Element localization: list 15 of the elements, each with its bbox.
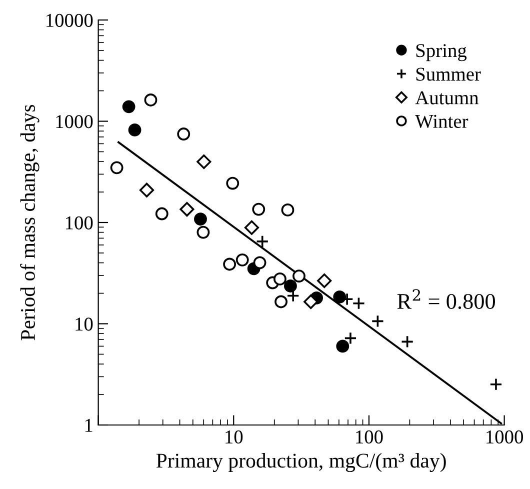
annotation: R$^{2}$ = 0.800 [397,289,496,310]
x-axis-title: Primary production, mgC/(m³ day) [156,453,446,472]
legend-label: Summer [416,68,481,81]
y-axis-title: Period of mass change, days [20,104,40,340]
y-tick-label: 1 [85,418,92,432]
x-tick-label: 100 [356,430,383,444]
x-tick-label: 10 [226,430,243,444]
y-tick-label: 1000 [56,115,93,128]
y-tick-label: 100 [66,216,93,230]
x-tick-label: 1000 [486,430,524,444]
y-tick-label: 10 [76,318,93,331]
legend-label: Winter [415,114,468,128]
y-tick-label: 10000 [46,14,93,27]
legend-label: Spring [416,44,467,62]
legend-label: Autumn [415,91,479,104]
